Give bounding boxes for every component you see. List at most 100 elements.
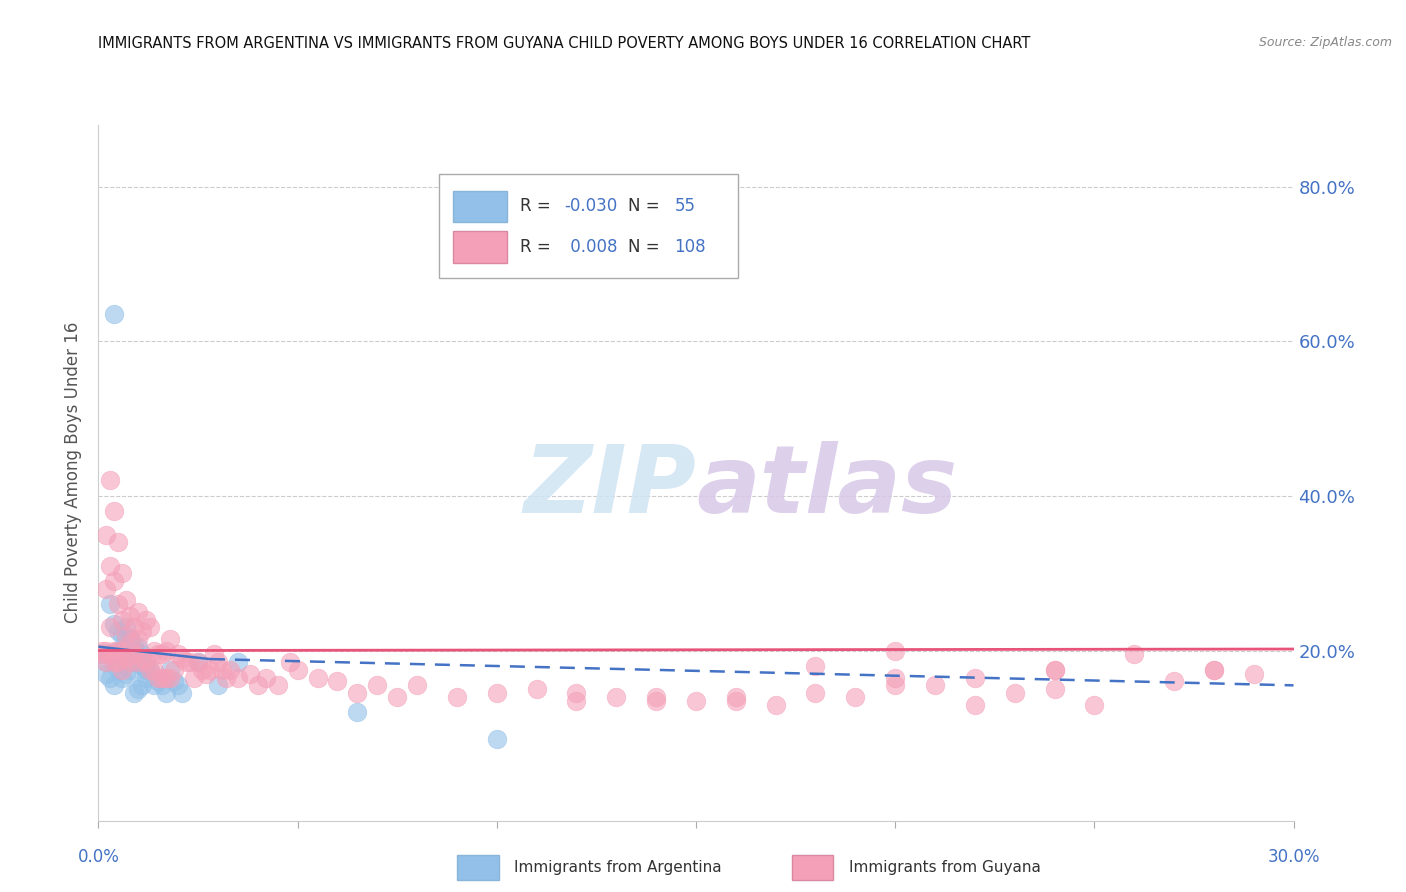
Point (605, 690, 627, 704)
Point (645, 690, 668, 704)
Point (155, 671, 177, 685)
Point (1043, 663, 1066, 677)
Text: Source: ZipAtlas.com: Source: ZipAtlas.com (1258, 36, 1392, 49)
Point (103, 504, 125, 518)
Point (131, 659, 153, 673)
Point (115, 620, 138, 634)
Point (127, 682, 149, 697)
Point (150, 648, 173, 662)
Point (174, 655, 197, 669)
Point (485, 686, 508, 700)
Point (844, 690, 866, 704)
Point (120, 636, 142, 650)
Point (111, 648, 134, 662)
FancyBboxPatch shape (457, 855, 499, 880)
Point (346, 686, 368, 700)
Point (96, 643, 118, 657)
Point (1043, 682, 1066, 697)
Point (884, 643, 907, 657)
Point (120, 632, 142, 646)
Point (127, 632, 149, 646)
Point (287, 663, 309, 677)
FancyBboxPatch shape (453, 191, 508, 222)
Point (127, 640, 149, 654)
Point (239, 666, 262, 681)
Point (124, 648, 146, 662)
Point (111, 566, 134, 581)
Point (278, 655, 301, 669)
Point (115, 651, 138, 665)
Point (124, 620, 146, 634)
Point (120, 655, 142, 669)
Point (120, 608, 142, 623)
Point (111, 648, 134, 662)
Point (1202, 663, 1225, 677)
Text: 0.0%: 0.0% (77, 847, 120, 866)
Point (107, 624, 129, 639)
Point (163, 663, 186, 677)
Point (127, 651, 149, 665)
Point (131, 651, 153, 665)
Point (100, 648, 122, 662)
Point (167, 678, 190, 692)
Text: R =: R = (520, 197, 557, 215)
Point (107, 597, 129, 611)
Point (120, 663, 142, 677)
Point (120, 655, 142, 669)
Point (446, 690, 468, 704)
Point (143, 663, 166, 677)
Point (135, 663, 157, 677)
Point (202, 648, 225, 662)
Point (215, 671, 238, 685)
Point (96, 666, 118, 681)
Point (179, 655, 201, 669)
Point (804, 686, 827, 700)
Point (91, 648, 114, 662)
Point (346, 706, 368, 720)
Point (131, 624, 153, 639)
Point (406, 678, 429, 692)
Text: atlas: atlas (696, 441, 957, 533)
Point (1083, 698, 1105, 712)
Point (1123, 648, 1146, 662)
Point (148, 671, 170, 685)
Text: N =: N = (628, 237, 665, 256)
Point (198, 663, 221, 677)
Point (226, 671, 249, 685)
Point (96, 655, 118, 669)
Point (366, 678, 388, 692)
Point (195, 666, 218, 681)
Point (100, 597, 122, 611)
Point (159, 632, 181, 646)
Point (143, 678, 166, 692)
Point (124, 640, 146, 654)
Point (565, 686, 588, 700)
Point (131, 648, 153, 662)
Point (111, 643, 134, 657)
Text: R =: R = (520, 237, 557, 256)
Point (96, 655, 118, 669)
Point (207, 655, 229, 669)
Point (385, 690, 409, 704)
Point (139, 663, 162, 677)
Point (135, 613, 157, 627)
Point (150, 678, 173, 692)
FancyBboxPatch shape (453, 231, 508, 262)
Point (124, 643, 146, 657)
Text: 30.0%: 30.0% (1267, 847, 1320, 866)
Point (1004, 686, 1026, 700)
Point (127, 605, 149, 619)
Point (115, 655, 138, 669)
Point (107, 655, 129, 669)
Point (139, 620, 162, 634)
Point (100, 620, 122, 634)
Text: 55: 55 (675, 197, 696, 215)
Point (124, 686, 146, 700)
Point (107, 643, 129, 657)
Point (115, 593, 138, 607)
Text: 108: 108 (675, 237, 706, 256)
Point (155, 686, 177, 700)
Point (103, 616, 125, 631)
Point (91, 648, 114, 662)
Point (1202, 663, 1225, 677)
